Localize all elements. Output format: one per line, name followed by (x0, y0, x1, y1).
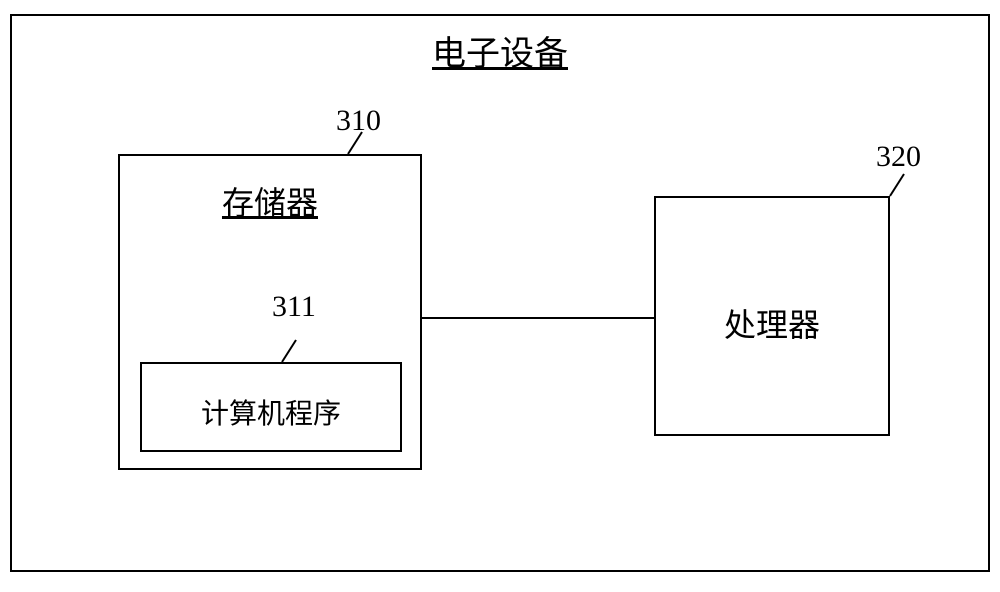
memory-title: 存储器 (118, 178, 422, 224)
diagram-title: 电子设备 (400, 26, 600, 75)
memory-ref-number: 310 (336, 104, 381, 138)
connector-line (422, 317, 654, 319)
program-ref-number: 311 (272, 290, 316, 324)
processor-ref-number: 320 (876, 140, 921, 174)
processor-title: 处理器 (654, 300, 890, 346)
program-title: 计算机程序 (140, 392, 402, 432)
